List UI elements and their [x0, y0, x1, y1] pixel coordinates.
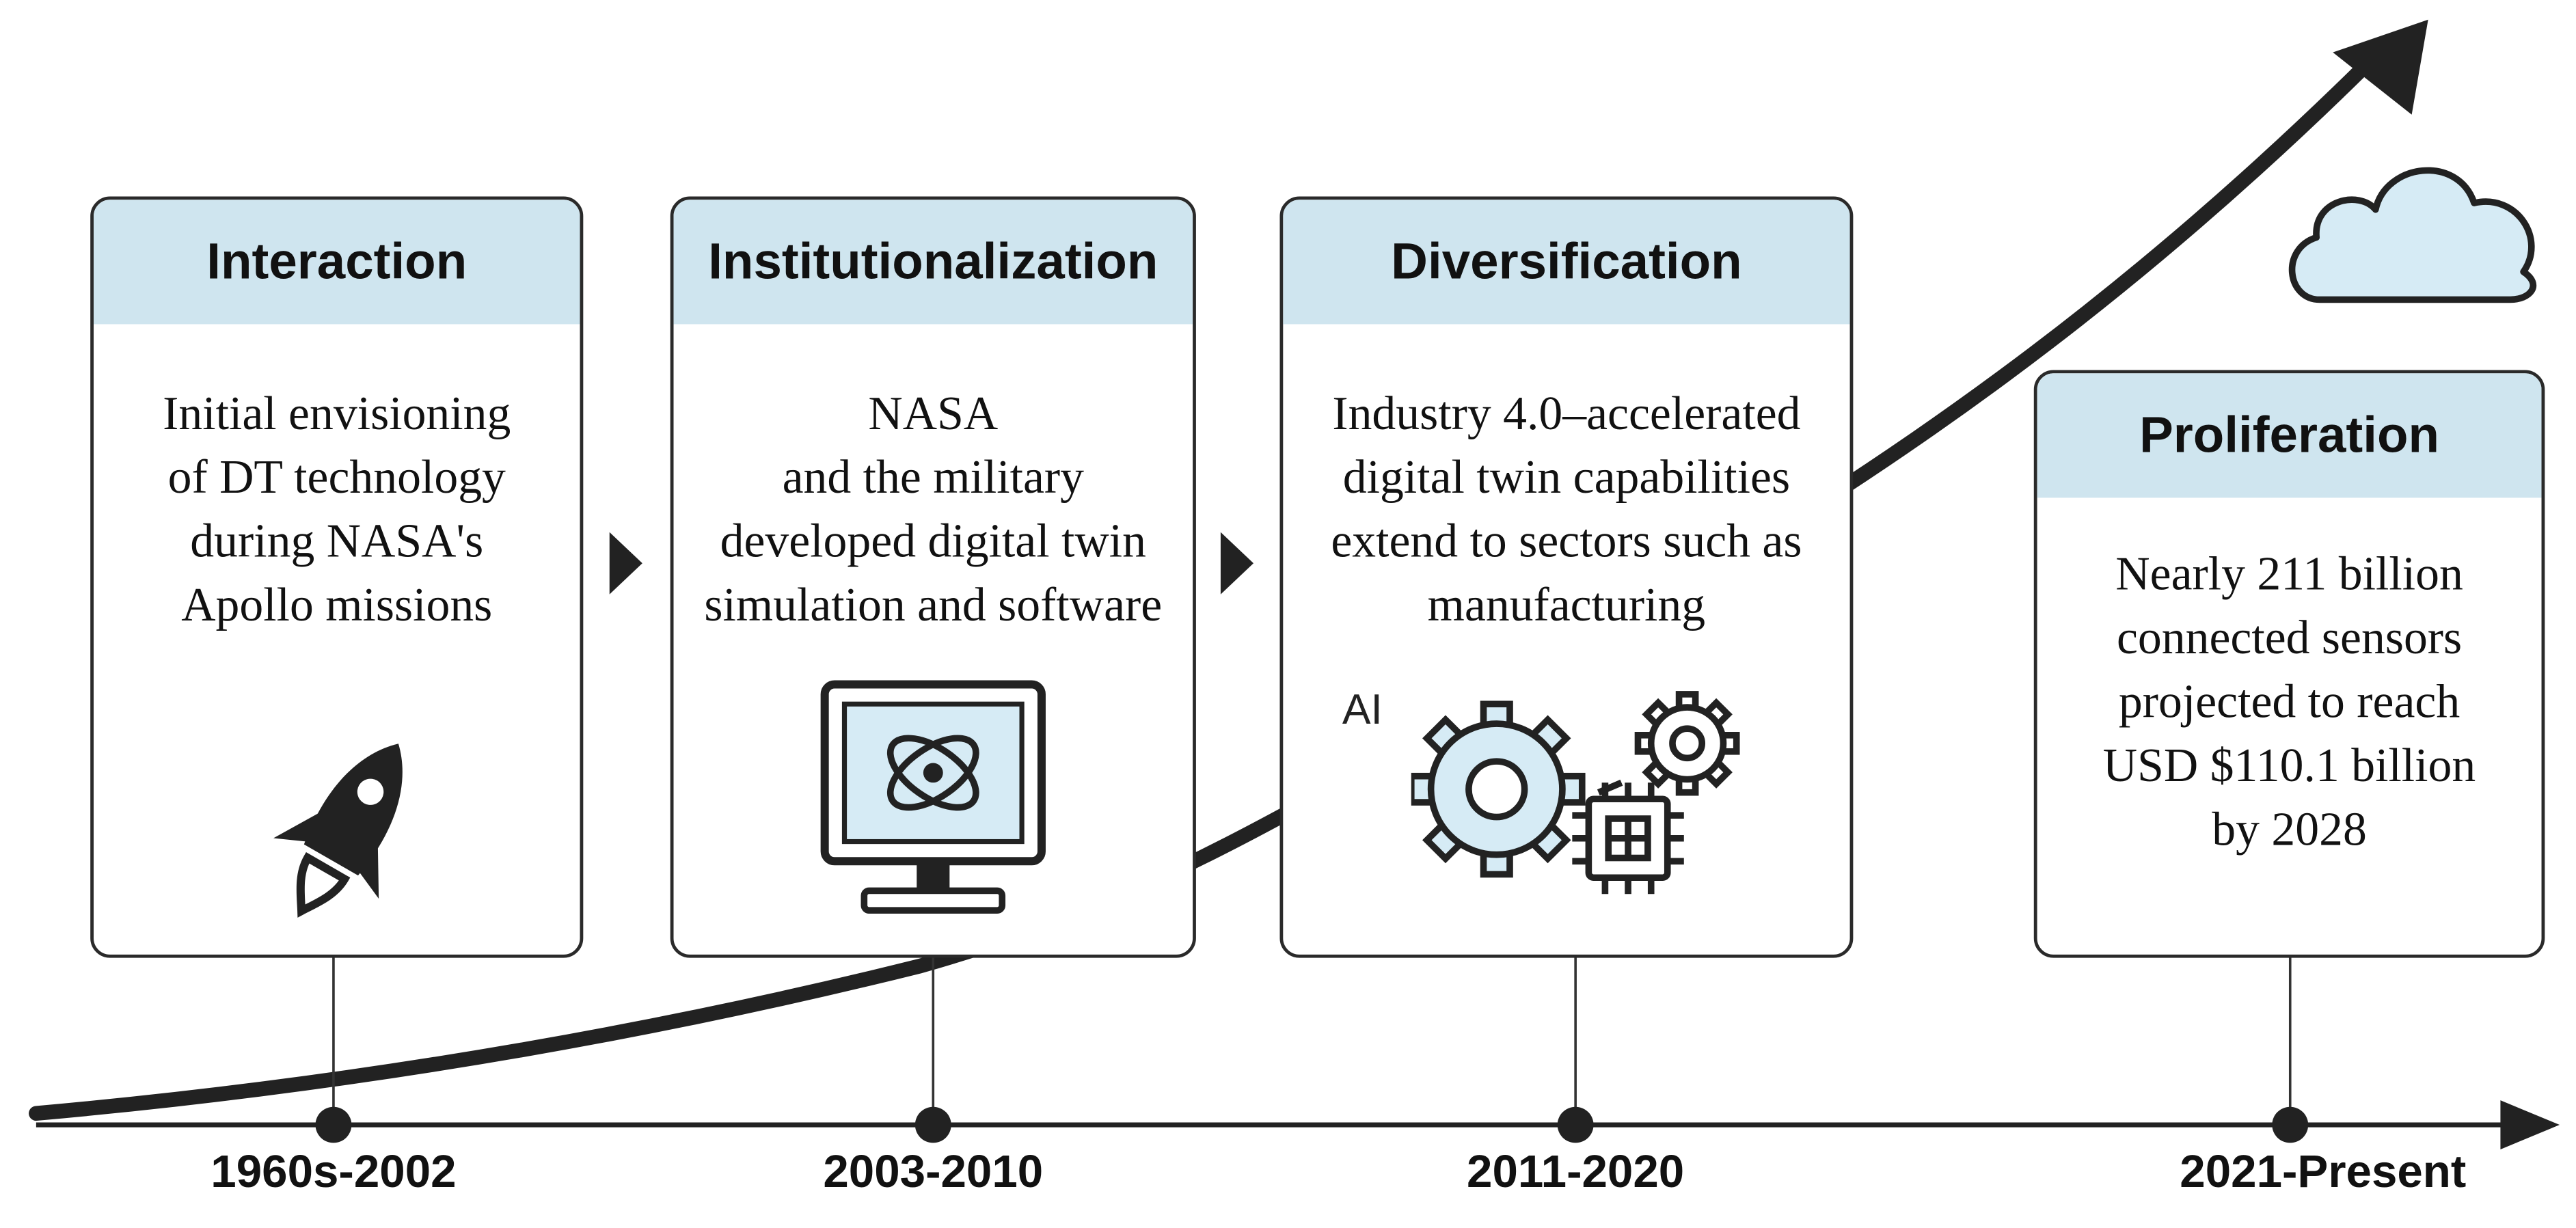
description-line: USD $110.1 billion — [2102, 739, 2476, 793]
ai-label: AI — [1342, 684, 1383, 734]
rocket-icon — [273, 743, 403, 918]
growth-curve — [29, 42, 2390, 1121]
description-line: Nearly 211 billion — [2115, 548, 2463, 601]
stage-card-institutionalization: Institutionalization NASA and the milita… — [670, 196, 1196, 958]
description-line: Industry 4.0–accelerated — [1332, 387, 1801, 441]
monitor-icon — [820, 680, 1046, 914]
timeline-dot — [914, 1106, 951, 1143]
stage-title: Interaction — [94, 200, 580, 325]
stage-description: NASA and the military developed digital … — [674, 383, 1193, 639]
stage-title: Diversification — [1283, 200, 1850, 325]
growth-arrow-icon — [2333, 19, 2428, 115]
description-line: by 2028 — [2212, 804, 2367, 857]
description-line: developed digital twin — [720, 515, 1146, 569]
description-line: Initial envisioning — [163, 387, 511, 441]
next-arrow-icon — [609, 532, 642, 595]
gears-chip-icon — [1411, 691, 1740, 895]
stage-card-proliferation: Proliferation Nearly 211 billion connect… — [2033, 370, 2545, 958]
stage-title: Institutionalization — [673, 200, 1193, 325]
description-line: NASA — [868, 387, 999, 441]
period-label: 2011-2020 — [1467, 1146, 1685, 1197]
description-line: simulation and software — [704, 579, 1163, 632]
stage-card-diversification: Diversification Industry 4.0–accelerated… — [1279, 196, 1854, 958]
small-gear-icon — [1634, 691, 1740, 796]
timeline-dot — [1557, 1106, 1594, 1143]
description-line: projected to reach — [2118, 676, 2460, 729]
description-line: and the military — [782, 452, 1084, 504]
timeline-dot — [2272, 1106, 2309, 1143]
stage-title: Proliferation — [2037, 373, 2542, 498]
next-arrow-icon — [1220, 532, 1254, 595]
description-line: Apollo missions — [181, 579, 493, 632]
period-label: 1960s-2002 — [211, 1146, 457, 1197]
timeline-dot — [315, 1106, 352, 1143]
description-line: manufacturing — [1427, 579, 1706, 632]
description-line: during NASA's — [190, 515, 484, 569]
description-line: digital twin capabilities — [1342, 452, 1791, 504]
stage-description: Industry 4.0–accelerated digital twin ca… — [1283, 383, 1849, 639]
stage-description: Nearly 211 billion connected sensors pro… — [2037, 543, 2542, 862]
time-axis-arrow-icon — [2500, 1100, 2560, 1149]
chip-icon — [1572, 782, 1684, 895]
stage-card-interaction: Interaction Initial envisioning of DT te… — [90, 196, 584, 958]
description-line: of DT technology — [167, 452, 506, 504]
stage-description: Initial envisioning of DT technology dur… — [94, 383, 580, 639]
period-label: 2021-Present — [2180, 1146, 2467, 1197]
large-gear-icon — [1411, 700, 1586, 878]
description-line: connected sensors — [2116, 612, 2463, 665]
period-label: 2003-2010 — [823, 1146, 1044, 1197]
description-line: extend to sectors such as — [1331, 515, 1802, 569]
cloud-icon — [2288, 167, 2536, 303]
